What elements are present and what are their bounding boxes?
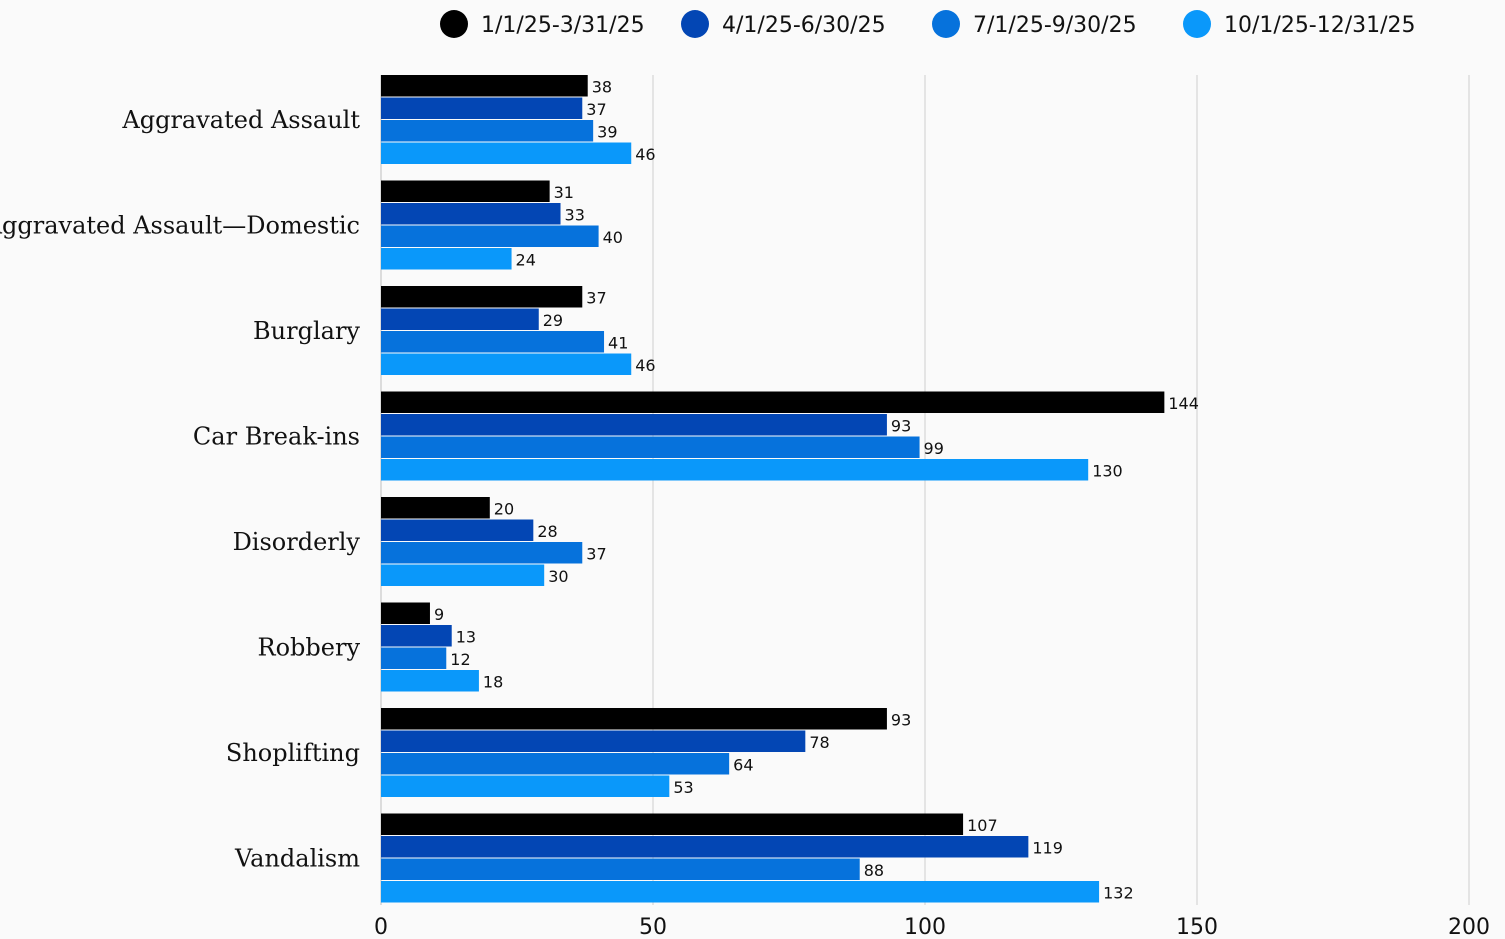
data-label: 107 [967,816,998,835]
bar [381,353,632,375]
bar [381,248,512,270]
data-label: 40 [603,228,623,247]
legend-label: 10/1/25-12/31/25 [1224,13,1416,38]
x-tick-label: 200 [1448,915,1490,939]
bar [381,286,583,308]
bar [381,225,599,247]
data-label: 13 [456,628,476,647]
bar [381,97,583,119]
legend-swatch [932,10,960,38]
data-label: 53 [673,778,693,797]
legend-label: 7/1/25-9/30/25 [973,13,1137,38]
data-label: 119 [1032,839,1063,858]
x-axis-ticks: 0 50 100 150 200 [374,915,1490,939]
legend-item: 4/1/25-6/30/25 [681,10,886,38]
bar [381,436,920,458]
bar [381,203,561,225]
legend-label: 1/1/25-3/31/25 [481,13,645,38]
legend-swatch [440,10,468,38]
bar [381,542,583,564]
data-label: 9 [434,605,444,624]
data-label: 93 [891,711,911,730]
bar [381,602,430,624]
data-label: 46 [635,356,655,375]
data-label: 33 [565,206,585,225]
data-label: 37 [586,545,606,564]
bars [381,75,1165,903]
category-label: Burglary [253,317,360,345]
bar [381,858,860,880]
data-label: 130 [1092,462,1123,481]
bar [381,75,588,97]
bar [381,120,594,142]
bar [381,775,670,797]
category-label: Disorderly [233,528,361,556]
bar [381,625,452,647]
bar [381,459,1089,481]
x-tick-label: 100 [904,915,946,939]
category-labels: Aggravated Assault Aggravated Assault—Dom… [0,106,360,873]
bar [381,813,964,835]
data-label: 37 [586,100,606,119]
bar [381,519,534,541]
category-label: Aggravated Assault [121,106,360,134]
data-label: 93 [891,417,911,436]
data-label: 28 [537,522,557,541]
legend: 1/1/25-3/31/25 4/1/25-6/30/25 7/1/25-9/30/… [440,10,1416,38]
bar [381,391,1165,413]
bar [381,836,1029,858]
x-tick-label: 0 [374,915,388,939]
bar [381,753,730,775]
bar [381,708,887,730]
x-tick-label: 50 [639,915,667,939]
bar [381,881,1100,903]
data-label: 30 [548,567,568,586]
category-label: Car Break-ins [193,423,360,451]
legend-item: 10/1/25-12/31/25 [1183,10,1416,38]
category-label: Robbery [258,634,361,662]
data-label: 37 [586,289,606,308]
bar [381,331,605,353]
data-label: 64 [733,756,753,775]
bar [381,142,632,164]
data-label: 88 [864,861,884,880]
category-label: Vandalism [234,845,360,873]
data-label: 132 [1103,884,1134,903]
data-label: 18 [483,673,503,692]
bar [381,308,539,330]
data-label: 41 [608,334,628,353]
value-labels: 38 37 39 46 31 33 40 24 37 29 41 46 144 93 99 130 20 28 37… [434,78,1199,903]
data-label: 20 [494,500,514,519]
category-label: Shoplifting [226,739,360,767]
bar [381,730,806,752]
data-label: 99 [924,439,944,458]
bar [381,497,490,519]
bar [381,647,447,669]
data-label: 31 [554,183,574,202]
legend-label: 4/1/25-6/30/25 [722,13,886,38]
x-tick-label: 150 [1176,915,1218,939]
category-label: Aggravated Assault—Domestic [0,212,360,240]
legend-swatch [681,10,709,38]
legend-item: 1/1/25-3/31/25 [440,10,645,38]
bar [381,180,550,202]
data-label: 29 [543,311,563,330]
data-label: 24 [516,251,536,270]
data-label: 38 [592,78,612,97]
data-label: 46 [635,145,655,164]
data-label: 39 [597,123,617,142]
data-label: 12 [450,650,470,669]
bar [381,414,887,436]
bar [381,670,479,692]
bar [381,564,545,586]
data-label: 144 [1168,394,1199,413]
legend-swatch [1183,10,1211,38]
data-label: 78 [809,733,829,752]
legend-item: 7/1/25-9/30/25 [932,10,1137,38]
